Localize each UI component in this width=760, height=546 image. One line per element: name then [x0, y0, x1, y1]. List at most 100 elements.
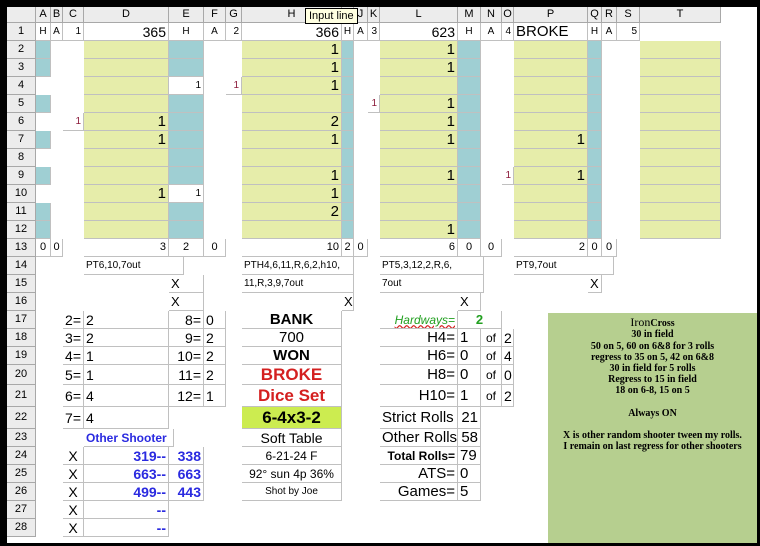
cell-b1[interactable]: A: [51, 23, 63, 41]
hardway-count[interactable]: 1: [458, 329, 481, 347]
column-header-t[interactable]: T: [640, 7, 721, 23]
shaded-cell[interactable]: [640, 95, 721, 113]
column-header-s[interactable]: S: [617, 7, 640, 23]
other-shooter-total[interactable]: 338: [169, 447, 204, 465]
shaded-cell[interactable]: [588, 77, 602, 95]
shaded-cell[interactable]: [458, 221, 481, 239]
cell-e21[interactable]: 12=: [169, 385, 204, 407]
hardway-label[interactable]: H8=: [380, 365, 458, 385]
cell-f21[interactable]: 1: [204, 385, 226, 407]
cell-f19[interactable]: 2: [204, 347, 226, 365]
games-value[interactable]: 5: [458, 483, 481, 501]
won-label[interactable]: WON: [242, 347, 342, 365]
row-header-27[interactable]: 27: [7, 501, 36, 519]
shaded-cell[interactable]: [640, 113, 721, 131]
shaded-cell[interactable]: [640, 41, 721, 59]
shaded-cell[interactable]: [84, 149, 169, 167]
shaded-cell[interactable]: [640, 167, 721, 185]
shaded-cell[interactable]: [342, 185, 354, 203]
cell-f18[interactable]: 2: [204, 329, 226, 347]
other-shooter-total[interactable]: 443: [169, 483, 204, 501]
shaded-cell[interactable]: [380, 185, 458, 203]
shaded-cell[interactable]: [458, 95, 481, 113]
shaded-cell[interactable]: [458, 203, 481, 221]
shaded-cell[interactable]: [588, 59, 602, 77]
column-header-n[interactable]: N: [481, 7, 502, 23]
row-header-3[interactable]: 3: [7, 59, 36, 77]
shaded-cell[interactable]: [588, 41, 602, 59]
shaded-cell[interactable]: [588, 149, 602, 167]
cell-h4[interactable]: 1: [242, 77, 342, 95]
shaded-cell[interactable]: [588, 113, 602, 131]
cell-e18[interactable]: 9=: [169, 329, 204, 347]
session-date[interactable]: 6-21-24 F: [242, 447, 342, 465]
cell-l1[interactable]: 623: [380, 23, 458, 41]
shaded-cell[interactable]: [514, 41, 588, 59]
cell-l9[interactable]: 1: [380, 167, 458, 185]
hardway-total[interactable]: 2: [502, 329, 514, 347]
cell-s1[interactable]: 5: [617, 23, 640, 41]
other-shooter-value[interactable]: 499--: [84, 483, 169, 501]
shaded-cell[interactable]: [169, 113, 204, 131]
shaded-cell[interactable]: [36, 167, 51, 185]
shaded-cell[interactable]: [36, 95, 51, 113]
column-header-a[interactable]: A: [36, 7, 51, 23]
cell-g1[interactable]: 2: [226, 23, 242, 41]
cell-c19[interactable]: 4=: [63, 347, 84, 365]
shaded-cell[interactable]: [640, 59, 721, 77]
shaded-cell[interactable]: [380, 149, 458, 167]
other-shooter-marker[interactable]: X: [63, 501, 84, 519]
shaded-cell[interactable]: [84, 59, 169, 77]
cell-l12[interactable]: 1: [380, 221, 458, 239]
bank-label[interactable]: BANK: [242, 311, 342, 329]
shaded-cell[interactable]: [342, 95, 354, 113]
cell-a1[interactable]: H: [36, 23, 51, 41]
cell-m13[interactable]: 0: [458, 239, 481, 257]
shaded-cell[interactable]: [380, 77, 458, 95]
shaded-cell[interactable]: [169, 131, 204, 149]
row-header-19[interactable]: 19: [7, 347, 36, 365]
cell-g4[interactable]: 1: [226, 77, 242, 95]
row-header-16[interactable]: 16: [7, 293, 36, 311]
cell-m1[interactable]: H: [458, 23, 481, 41]
cell-e20[interactable]: 11=: [169, 365, 204, 385]
shaded-cell[interactable]: [342, 221, 354, 239]
cell-b13[interactable]: 0: [51, 239, 63, 257]
cell-p13[interactable]: 2: [514, 239, 588, 257]
shaded-cell[interactable]: [84, 41, 169, 59]
column-header-g[interactable]: G: [226, 7, 242, 23]
cell-d17[interactable]: 2: [84, 311, 169, 329]
dice-set-value[interactable]: 6-4x3-2: [242, 407, 342, 429]
ats-label[interactable]: ATS=: [380, 465, 458, 483]
cell-d6[interactable]: 1: [84, 113, 169, 131]
cell-e1[interactable]: H: [169, 23, 204, 41]
hardway-label[interactable]: H6=: [380, 347, 458, 365]
shaded-cell[interactable]: [169, 41, 204, 59]
cell-d18[interactable]: 2: [84, 329, 169, 347]
cell-h13[interactable]: 10: [242, 239, 342, 257]
column-header-q[interactable]: Q: [588, 7, 602, 23]
broke-label[interactable]: BROKE: [242, 365, 342, 385]
hardway-total[interactable]: 4: [502, 347, 514, 365]
shaded-cell[interactable]: [84, 77, 169, 95]
cell-e4[interactable]: 1: [169, 77, 204, 95]
cell-f1[interactable]: A: [204, 23, 226, 41]
row-header-9[interactable]: 9: [7, 167, 36, 185]
shaded-cell[interactable]: [514, 185, 588, 203]
cell-l2[interactable]: 1: [380, 41, 458, 59]
cell-e10[interactable]: 1: [169, 185, 204, 203]
cell-c6[interactable]: 1: [63, 113, 84, 131]
cell-h11[interactable]: 2: [242, 203, 342, 221]
shaded-cell[interactable]: [514, 149, 588, 167]
session-weather[interactable]: 92° sun 4p 36%: [242, 465, 342, 483]
cell-m16[interactable]: X: [458, 293, 481, 311]
bank-amount[interactable]: 700: [242, 329, 342, 347]
shaded-cell[interactable]: [458, 167, 481, 185]
shaded-cell[interactable]: [588, 221, 602, 239]
hardway-of[interactable]: of: [481, 329, 502, 347]
hardway-count[interactable]: 1: [458, 385, 481, 407]
shaded-cell[interactable]: [458, 41, 481, 59]
shaded-cell[interactable]: [36, 221, 51, 239]
column-header-c[interactable]: C: [63, 7, 84, 23]
row-header-13[interactable]: 13: [7, 239, 36, 257]
